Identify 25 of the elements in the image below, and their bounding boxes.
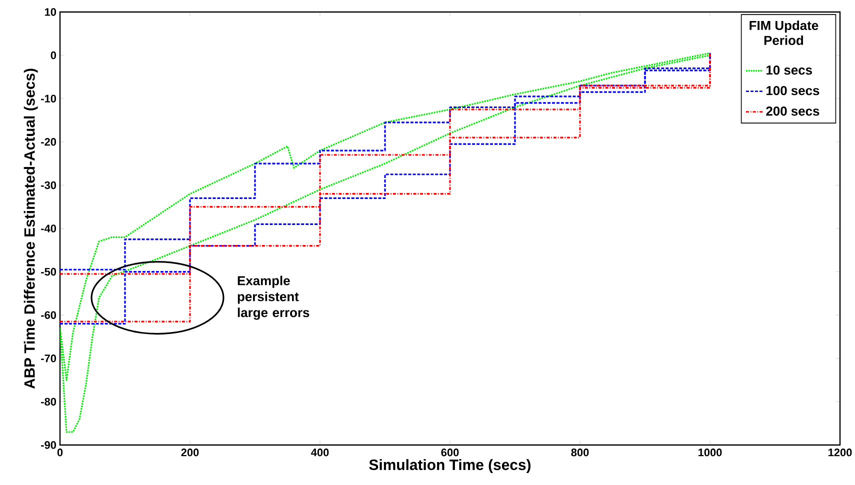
x-tick-label: 600 <box>441 448 459 456</box>
annotation: Example persistent large errors <box>238 276 310 320</box>
y-tick-label: -10 <box>41 94 56 102</box>
y-tick-label: -30 <box>41 181 56 190</box>
y-tick-label: -80 <box>41 398 56 406</box>
x-tick-label: 800 <box>571 448 589 456</box>
x-tick-label: 200 <box>181 448 199 456</box>
y-tick-label: 0 <box>50 51 56 60</box>
legend-label: 200 secs <box>766 106 820 116</box>
y-tick-label: -50 <box>41 268 56 276</box>
y-tick-label: -70 <box>41 354 56 362</box>
y-tick-label: 10 <box>44 8 56 16</box>
legend-label: 10 secs <box>766 65 812 75</box>
y-tick-label: -20 <box>41 138 56 146</box>
y-axis-title: ABP Time Difference Estimated-Actual (secs) <box>24 68 38 389</box>
x-tick-label: 1200 <box>828 448 852 456</box>
x-tick-label: 1000 <box>698 448 722 456</box>
y-tick-label: -90 <box>41 441 56 449</box>
legend-label: 100 secs <box>766 86 820 96</box>
x-tick-label: 0 <box>57 448 63 456</box>
legend-title: FIM Update Period <box>750 20 818 45</box>
y-tick-label: -60 <box>41 311 56 319</box>
y-tick-label: -40 <box>41 224 56 232</box>
x-tick-label: 400 <box>311 448 329 456</box>
x-axis-title: Simulation Time (secs) <box>369 459 530 474</box>
